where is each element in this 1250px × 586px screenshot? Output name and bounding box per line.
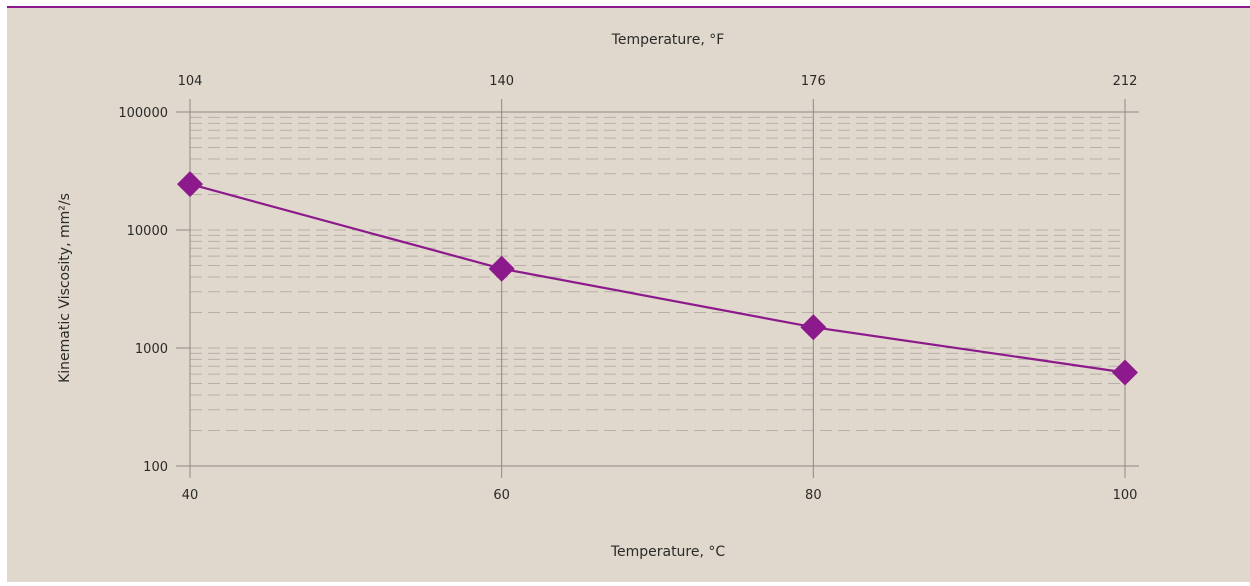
x2-tick-label: 140 <box>489 74 514 89</box>
gridlines <box>189 99 1126 478</box>
x2-tick-label: 104 <box>178 74 203 89</box>
x-tick-label: 60 <box>493 488 510 503</box>
y-axis-title: Kinematic Viscosity, mm²/s <box>57 193 73 383</box>
axes <box>176 99 1139 478</box>
x2-tick-label: 212 <box>1113 74 1138 89</box>
data-point-marker <box>1112 359 1138 386</box>
x2-tick-label: 176 <box>801 74 826 89</box>
y-tick-label: 100000 <box>118 106 168 121</box>
series <box>177 171 1138 386</box>
x-tick-label: 100 <box>1113 488 1138 503</box>
chart-background <box>7 7 1250 582</box>
y-tick-label: 100 <box>143 460 168 475</box>
top-axis-title: Temperature, °F <box>611 32 725 48</box>
data-point-marker <box>800 314 827 341</box>
y-tick-label: 10000 <box>127 224 168 239</box>
data-point-marker <box>177 171 203 198</box>
series-line <box>189 183 1126 374</box>
x-tick-label: 40 <box>182 488 199 503</box>
y-tick-label: 1000 <box>135 342 168 357</box>
tick-labels: 100 1000 10000 100000 40 60 80 100 104 140 176 212 <box>118 74 1137 503</box>
top-rule <box>7 6 1250 8</box>
bottom-axis-title: Temperature, °C <box>610 544 726 560</box>
x-tick-label: 80 <box>805 488 822 503</box>
data-point-marker <box>488 255 515 282</box>
